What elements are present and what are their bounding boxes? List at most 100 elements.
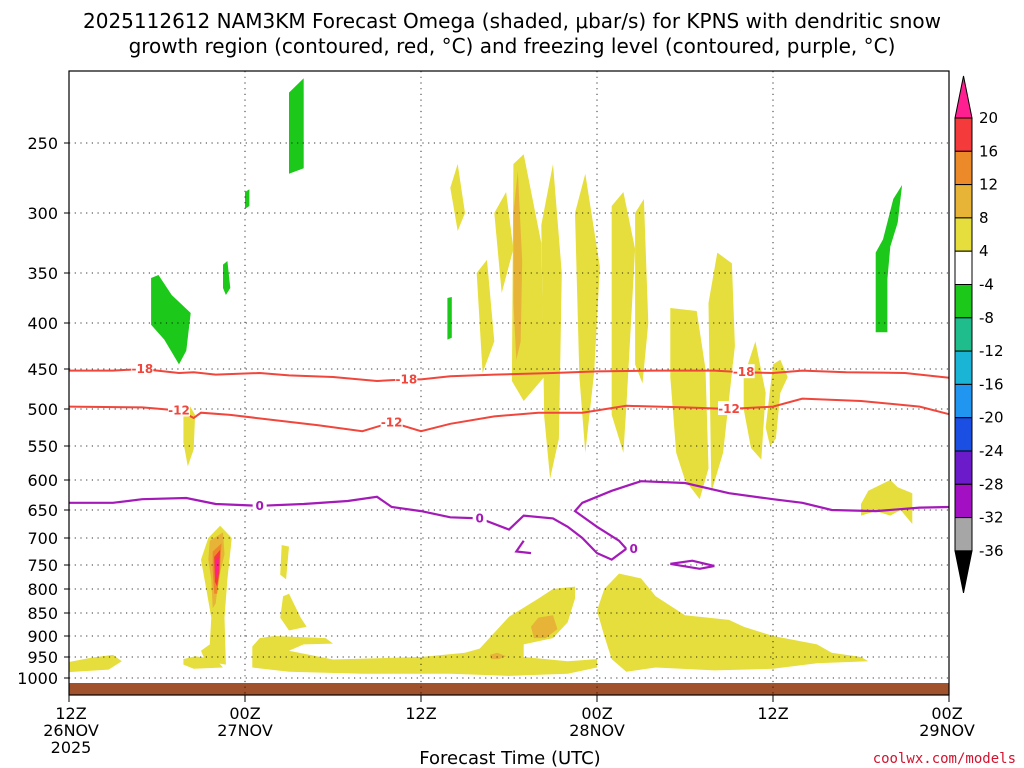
omega-region-4-28: [183, 656, 223, 669]
colorbar-label-neg4: -4: [979, 276, 994, 294]
y-tick-label-300: 300: [27, 204, 58, 223]
y-tick-label-350: 350: [27, 264, 58, 283]
contour-label--12: -12: [718, 402, 740, 416]
contour-label-bg: [380, 414, 403, 429]
omega-region-neg8-2: [151, 275, 191, 365]
x-tick-label-36-1: 28NOV: [569, 721, 625, 740]
omega-region-4-11: [575, 173, 600, 453]
colorbar-label-neg12: -12: [979, 342, 1004, 360]
omega-region-4-25: [280, 545, 289, 580]
colorbar-label-20: 20: [979, 109, 998, 127]
source-credit: coolwx.com/models: [873, 751, 1016, 767]
x-tick-label-60-0: 00Z: [931, 704, 962, 723]
colorbar-swatch-2: [954, 150, 973, 186]
omega-region-4-13: [635, 199, 649, 384]
omega-region-4-30: [597, 573, 869, 672]
freezing-label-bg: [626, 540, 641, 555]
contour-label-bg: [395, 371, 418, 386]
colorbar-swatch-4: [954, 217, 973, 252]
y-tick-label-650: 650: [27, 501, 58, 520]
omega-region-4-10: [541, 164, 562, 479]
colorbar-swatch-12: [954, 483, 973, 519]
contour-label--18: -18: [131, 362, 153, 376]
freezing-label-bg: [472, 510, 487, 525]
y-tick-label-950: 950: [27, 648, 58, 667]
omega-region-neg8-0: [289, 78, 304, 174]
x-tick-label-0-2: 2025: [51, 738, 92, 757]
contour-label-bg: [131, 361, 154, 375]
y-tick-label-750: 750: [27, 556, 58, 575]
y-tick-label-400: 400: [27, 314, 58, 333]
chart-title-line2: growth region (contoured, red, °C) and f…: [129, 34, 896, 58]
contour-lines: -18 -18 -18 -12 -12 -12 0 0 0: [68, 361, 950, 570]
y-tick-label-800: 800: [27, 580, 58, 599]
y-tick-label-450: 450: [27, 360, 58, 379]
contour-label-bg: [168, 402, 190, 417]
colorbar-swatch-8: [954, 350, 973, 385]
freezing-label-bg: [252, 497, 267, 512]
omega-region-4-27: [69, 654, 122, 673]
colorbar-label-12: 12: [979, 176, 998, 194]
omega-region-4-16: [743, 341, 766, 460]
omega-region-4-7: [476, 259, 495, 373]
plot-frame: [68, 70, 950, 696]
colorbar-label-16: 16: [979, 142, 998, 160]
y-tick-label-850: 850: [27, 604, 58, 623]
x-tick-label-0-1: 26NOV: [43, 721, 99, 740]
colorbar-swatch-1: [954, 117, 973, 152]
x-axis-label: Forecast Time (UTC): [419, 748, 600, 768]
freezing-level-contour-0: [69, 480, 950, 561]
contour-label-bg: [718, 401, 740, 415]
colorbar-cap-bottom: [954, 550, 973, 593]
freezing-level-contour-2: [670, 559, 715, 570]
freezing-level-contour-1: [514, 540, 532, 555]
omega-region-4-8: [494, 192, 514, 293]
colorbar-swatch-11: [954, 450, 973, 485]
pressure-axis: 250 300 350 400 450 500 550 600 650 700 750 800 850 9…: [17, 134, 69, 688]
x-tick-label-12-1: 27NOV: [217, 721, 273, 740]
omega-region-4-19: [183, 405, 196, 467]
colorbar-label-neg8: -8: [979, 309, 994, 327]
chart-title-line1: 2025112612 NAM3KM Forecast Omega (shaded…: [83, 9, 941, 33]
omega-region-8-33: [513, 171, 523, 360]
x-tick-label-12-0: 00Z: [229, 704, 260, 723]
colorbar-label-neg28: -28: [979, 475, 1004, 493]
colorbar-swatch-10: [954, 417, 973, 452]
contour-label--18: -18: [733, 365, 755, 379]
colorbar-swatch-9: [954, 383, 973, 419]
colorbar-swatch-6: [954, 284, 973, 319]
y-tick-label-500: 500: [27, 400, 58, 419]
colorbar-label-8: 8: [979, 209, 989, 227]
omega-region-neg8-4: [447, 297, 452, 340]
omega-region-4-14: [670, 308, 709, 500]
x-tick-label-24-0: 12Z: [405, 704, 436, 723]
colorbar-label-neg36: -36: [979, 542, 1004, 560]
contour-label--12: -12: [168, 403, 190, 417]
omega-region-8-31: [531, 615, 558, 639]
y-tick-label-250: 250: [27, 134, 58, 153]
colorbar-swatch-3: [954, 184, 973, 219]
omega-region-4-6: [450, 164, 465, 231]
freezing-level-label: 0: [475, 511, 483, 525]
omega-region-4-15: [708, 252, 735, 492]
omega-region-neg8-1: [245, 189, 250, 209]
dendritic-contour--12: [68, 397, 950, 433]
freezing-level-label: 0: [255, 499, 263, 513]
x-tick-label-60-1: 29NOV: [919, 721, 975, 740]
colorbar-swatch-5: [954, 250, 973, 285]
omega-colorbar: 20 16 12 8 4 -4 -8 -12 -16 -20 -24 -28 -32 -36: [954, 75, 1004, 593]
omega-region-4-26: [280, 593, 307, 631]
omega-region-4-12: [611, 192, 636, 453]
contour-label--18: -18: [395, 372, 417, 386]
colorbar-label-neg24: -24: [979, 442, 1004, 460]
omega-region-20-24: [215, 556, 219, 579]
colorbar-label-neg32: -32: [979, 509, 1004, 527]
y-tick-label-600: 600: [27, 471, 58, 490]
dendritic-contour--18: [69, 367, 950, 383]
y-tick-label-900: 900: [27, 627, 58, 646]
omega-region-4-18: [861, 480, 913, 524]
omega-region-8-32: [489, 652, 507, 660]
colorbar-cap-top: [954, 75, 973, 119]
